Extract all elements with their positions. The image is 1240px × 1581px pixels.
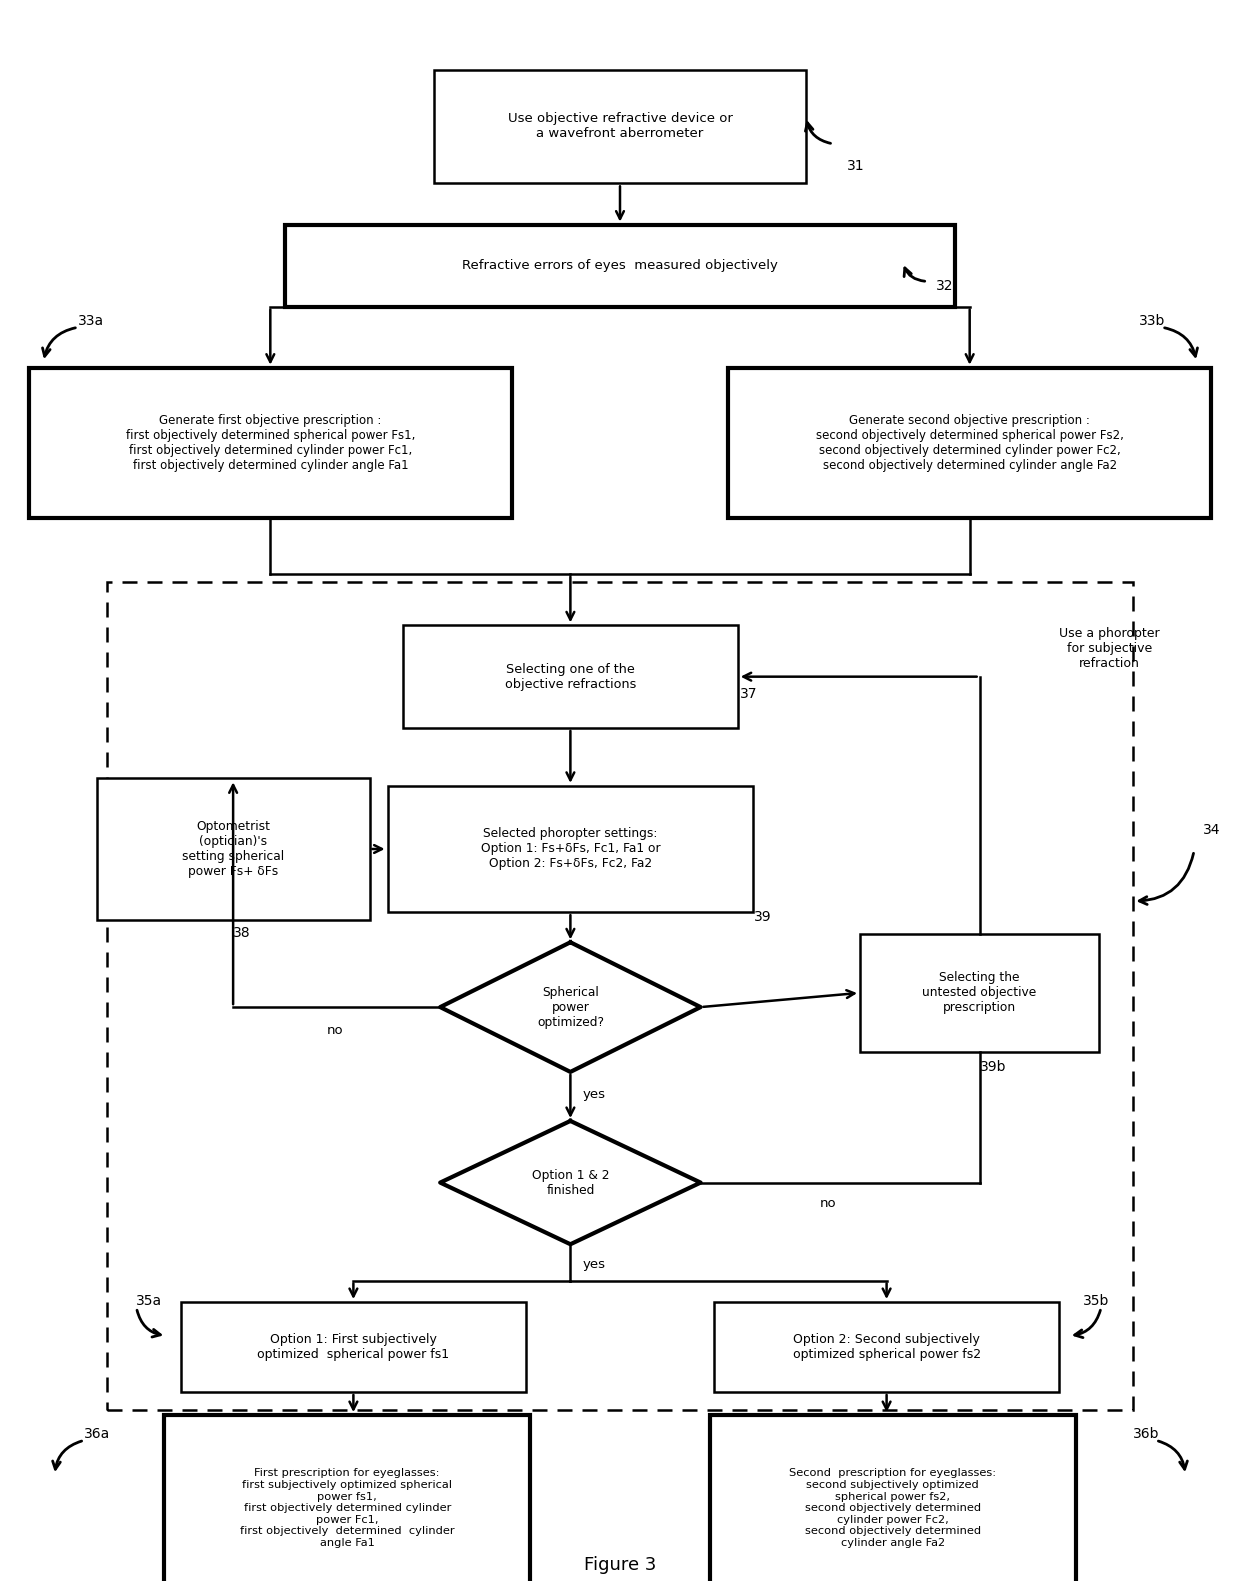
FancyBboxPatch shape: [861, 933, 1099, 1053]
FancyBboxPatch shape: [285, 225, 955, 307]
Text: Figure 3: Figure 3: [584, 1556, 656, 1575]
Text: 33b: 33b: [1140, 315, 1166, 327]
Text: Option 1: First subjectively
optimized  spherical power fs1: Option 1: First subjectively optimized s…: [258, 1333, 449, 1361]
FancyBboxPatch shape: [181, 1303, 526, 1393]
FancyBboxPatch shape: [403, 624, 738, 727]
Text: Second  prescription for eyeglasses:
second subjectively optimized
spherical pow: Second prescription for eyeglasses: seco…: [789, 1469, 997, 1548]
Text: 36b: 36b: [1133, 1428, 1159, 1440]
Text: 31: 31: [847, 160, 864, 172]
Text: Refractive errors of eyes  measured objectively: Refractive errors of eyes measured objec…: [463, 259, 777, 272]
FancyBboxPatch shape: [714, 1303, 1059, 1393]
Text: no: no: [326, 1024, 343, 1037]
Text: 33a: 33a: [78, 315, 104, 327]
Text: 32: 32: [936, 280, 954, 292]
Text: Selecting the
untested objective
prescription: Selecting the untested objective prescri…: [923, 971, 1037, 1015]
Text: Use a phoropter
for subjective
refraction: Use a phoropter for subjective refractio…: [1059, 626, 1161, 670]
Text: 39b: 39b: [980, 1061, 1006, 1073]
Text: Selecting one of the
objective refractions: Selecting one of the objective refractio…: [505, 662, 636, 691]
FancyBboxPatch shape: [97, 778, 370, 920]
FancyBboxPatch shape: [709, 1415, 1075, 1581]
Text: Spherical
power
optimized?: Spherical power optimized?: [537, 985, 604, 1029]
Text: Selected phoropter settings:
Option 1: Fs+δFs, Fc1, Fa1 or
Option 2: Fs+δFs, Fc2: Selected phoropter settings: Option 1: F…: [481, 827, 660, 871]
Text: yes: yes: [583, 1088, 606, 1100]
Text: 34: 34: [1203, 824, 1220, 836]
Polygon shape: [440, 942, 701, 1072]
Polygon shape: [440, 1121, 701, 1244]
Text: Generate first objective prescription :
first objectively determined spherical p: Generate first objective prescription : …: [125, 414, 415, 471]
Text: First prescription for eyeglasses:
first subjectively optimized spherical
power : First prescription for eyeglasses: first…: [239, 1469, 455, 1548]
Text: Use objective refractive device or
a wavefront aberrometer: Use objective refractive device or a wav…: [507, 112, 733, 141]
FancyBboxPatch shape: [434, 70, 806, 183]
Text: Optometrist
(optician)'s
setting spherical
power Fs+ δFs: Optometrist (optician)'s setting spheric…: [182, 821, 284, 877]
Text: 37: 37: [740, 688, 758, 700]
FancyBboxPatch shape: [29, 367, 512, 517]
FancyBboxPatch shape: [728, 367, 1211, 517]
Text: 35a: 35a: [136, 1295, 162, 1307]
Text: yes: yes: [583, 1258, 606, 1271]
Text: 36a: 36a: [84, 1428, 110, 1440]
Text: Generate second objective prescription :
second objectively determined spherical: Generate second objective prescription :…: [816, 414, 1123, 471]
Text: 39: 39: [754, 911, 771, 923]
Text: Option 1 & 2
finished: Option 1 & 2 finished: [532, 1168, 609, 1197]
FancyBboxPatch shape: [165, 1415, 531, 1581]
Text: 35b: 35b: [1084, 1295, 1110, 1307]
Text: no: no: [820, 1197, 837, 1209]
Text: 38: 38: [233, 926, 250, 939]
FancyBboxPatch shape: [387, 786, 753, 912]
Text: Option 2: Second subjectively
optimized spherical power fs2: Option 2: Second subjectively optimized …: [792, 1333, 981, 1361]
